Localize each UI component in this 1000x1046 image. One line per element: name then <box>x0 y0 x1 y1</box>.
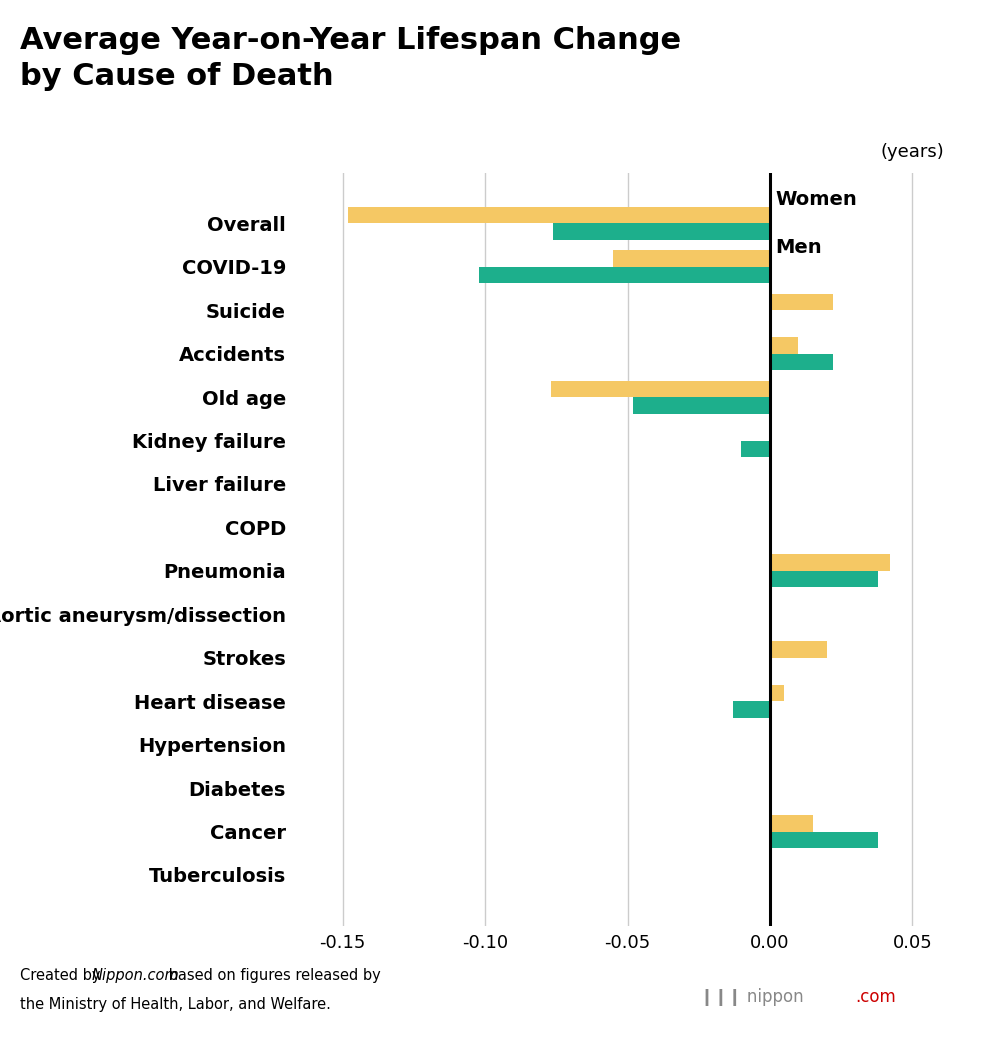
Text: Average Year-on-Year Lifespan Change
by Cause of Death: Average Year-on-Year Lifespan Change by … <box>20 26 681 91</box>
Bar <box>770 815 813 832</box>
Bar <box>733 701 770 718</box>
Text: Created by: Created by <box>20 968 105 982</box>
Bar <box>770 832 878 848</box>
Text: .com: .com <box>855 988 896 1006</box>
Bar <box>741 440 770 457</box>
Bar <box>770 641 827 658</box>
Text: the Ministry of Health, Labor, and Welfare.: the Ministry of Health, Labor, and Welfa… <box>20 997 331 1011</box>
Bar <box>770 571 878 588</box>
Bar <box>553 224 770 240</box>
Bar <box>770 554 890 571</box>
Text: based on figures released by: based on figures released by <box>164 968 381 982</box>
Text: Women: Women <box>776 190 857 209</box>
Bar <box>348 207 770 224</box>
Bar <box>479 267 770 283</box>
Bar <box>551 381 770 397</box>
Bar <box>770 294 833 311</box>
Text: ❙❙❙ nippon: ❙❙❙ nippon <box>700 988 804 1006</box>
Bar <box>770 337 798 354</box>
Bar <box>770 685 784 701</box>
Bar <box>770 354 833 370</box>
Bar <box>613 250 770 267</box>
Bar <box>633 397 770 413</box>
Text: Men: Men <box>776 237 822 256</box>
Text: (years): (years) <box>880 143 944 161</box>
Text: Nippon.com: Nippon.com <box>92 968 180 982</box>
